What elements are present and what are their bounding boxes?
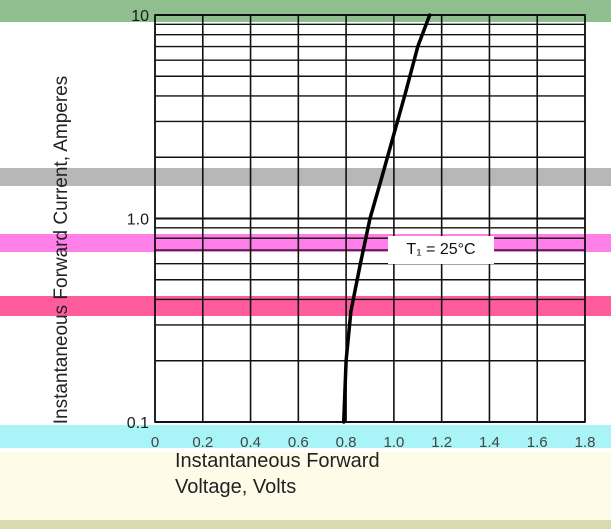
cream-band	[0, 452, 611, 524]
x-tick-label: 0.2	[192, 434, 213, 451]
x-tick-label: 0.4	[240, 434, 261, 451]
temperature-annotation: T₁ = 25°C	[388, 236, 494, 264]
x-tick-label: 0	[151, 434, 159, 451]
x-tick-label: 1.0	[383, 434, 404, 451]
annotation-text: T₁ = 25°C	[406, 241, 476, 258]
x-tick-label: 0.8	[336, 434, 357, 451]
y-axis-label: Instantaneous Forward Current, Amperes	[51, 75, 73, 425]
y-tick-label: 10	[131, 8, 149, 25]
forward-current-curve	[341, 13, 432, 424]
x-tick-label: 1.8	[575, 434, 596, 451]
y-tick-label: 1.0	[127, 212, 149, 229]
x-tick-label: 1.6	[527, 434, 548, 451]
x-axis-label: Instantaneous Forward Voltage, Volts	[175, 450, 380, 498]
olive-strip	[0, 520, 611, 529]
x-tick-label: 1.4	[479, 434, 500, 451]
pink-band	[0, 296, 611, 316]
x-tick-label: 1.2	[431, 434, 452, 451]
y-tick-label: 0.1	[127, 415, 149, 432]
plot-frame	[154, 14, 586, 423]
cyan-band	[0, 425, 611, 448]
x-tick-label: 0.6	[288, 434, 309, 451]
gray-band	[0, 168, 611, 186]
top-green-band	[0, 0, 611, 22]
